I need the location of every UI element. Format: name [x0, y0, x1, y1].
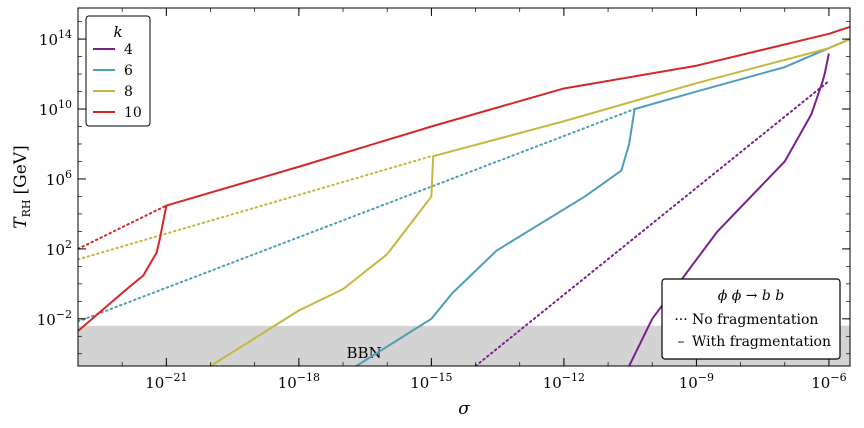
x-tick-label: 10−21 — [145, 371, 187, 392]
k-legend-box — [85, 15, 151, 127]
style-legend-symbol-2: – — [678, 334, 685, 350]
x-axis-label: σ — [458, 399, 470, 419]
k-legend-label-8: 8 — [124, 84, 133, 100]
series-k10-with-fragmentation — [78, 25, 850, 332]
k-legend: k4 6 8 10 — [85, 15, 151, 127]
style-legend-label-1: No fragmentation — [692, 312, 818, 328]
k-legend-label-10: 10 — [124, 105, 142, 121]
style-legend: ϕ ϕ → b b ··· No fragmentation– With fragme… — [661, 278, 841, 360]
x-tick-label: 10−6 — [811, 371, 846, 392]
k-legend-label-4: 4 — [124, 42, 133, 58]
plot-frame — [77, 7, 851, 367]
y-tick-label: 102 — [46, 238, 72, 259]
y-tick-label: 1010 — [39, 98, 72, 119]
x-tick-label: 10−12 — [543, 371, 585, 392]
series-k10-no-fragmentation — [78, 204, 168, 250]
style-legend-title: ϕ ϕ → b b — [718, 288, 785, 304]
style-legend-symbol-1: ··· — [674, 312, 687, 328]
y-tick-label: 1014 — [39, 28, 72, 49]
style-legend-box — [661, 278, 841, 360]
k-legend-title: k — [113, 23, 122, 41]
series-k8-no-fragmentation — [78, 155, 433, 261]
y-tick-label: 106 — [46, 168, 72, 189]
x-tick-label: 10−18 — [278, 371, 320, 392]
bbn-label: BBN — [347, 344, 382, 362]
series-k6-no-fragmentation — [78, 108, 636, 323]
style-legend-label-2: With fragmentation — [692, 334, 831, 350]
y-tick-label: 10−2 — [37, 308, 72, 329]
series-k8-with-fragmentation — [209, 38, 850, 366]
k-legend-label-6: 6 — [124, 63, 133, 79]
x-tick-label: 10−15 — [410, 371, 452, 392]
y-axis-label: TRH[GeV] — [11, 145, 33, 228]
x-tick-label: 10−9 — [679, 371, 714, 392]
series-k4-no-fragmentation — [474, 80, 830, 366]
series-k6-with-fragmentation — [355, 38, 850, 366]
